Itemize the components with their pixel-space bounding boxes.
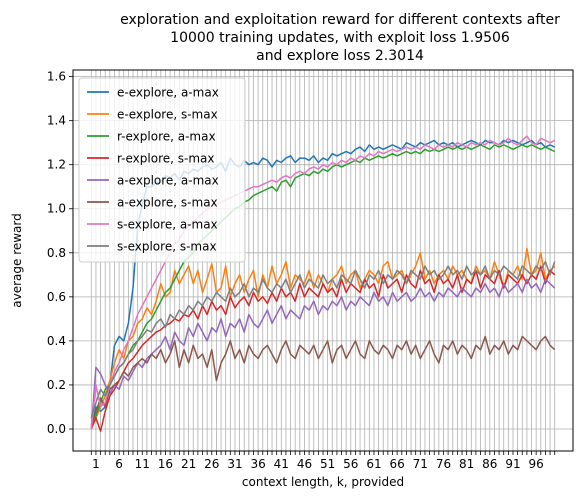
x-tick-label: 16 bbox=[158, 457, 173, 471]
x-tick-label: 21 bbox=[181, 457, 196, 471]
legend-entry: s-explore, a-max bbox=[117, 218, 218, 232]
y-tick-label: 1.0 bbox=[47, 202, 66, 216]
legend-entry: e-explore, a-max bbox=[117, 86, 219, 100]
x-tick-label: 61 bbox=[366, 457, 381, 471]
y-tick-label: 0.4 bbox=[47, 334, 66, 348]
x-axis-label: context length, k, provided bbox=[242, 475, 404, 489]
legend-entry: a-explore, a-max bbox=[117, 174, 219, 188]
x-tick-label: 91 bbox=[505, 457, 520, 471]
y-tick-label: 0.6 bbox=[47, 290, 66, 304]
x-tick-label: 81 bbox=[459, 457, 474, 471]
x-tick-label: 96 bbox=[529, 457, 544, 471]
y-tick-label: 0.2 bbox=[47, 378, 66, 392]
x-tick-label: 86 bbox=[482, 457, 497, 471]
x-tick-label: 31 bbox=[227, 457, 242, 471]
x-tick-label: 36 bbox=[250, 457, 265, 471]
x-tick-label: 56 bbox=[343, 457, 358, 471]
chart-title-line: 10000 training updates, with exploit los… bbox=[170, 30, 510, 46]
legend-entry: a-explore, s-max bbox=[117, 196, 218, 210]
y-axis-label: average reward bbox=[10, 213, 24, 308]
x-tick-label: 11 bbox=[135, 457, 150, 471]
x-tick-label: 46 bbox=[297, 457, 312, 471]
y-tick-label: 0.0 bbox=[47, 422, 66, 436]
x-tick-label: 1 bbox=[92, 457, 100, 471]
y-tick-label: 0.8 bbox=[47, 246, 66, 260]
legend-entry: e-explore, s-max bbox=[117, 108, 218, 122]
x-tick-label: 6 bbox=[115, 457, 123, 471]
y-tick-label: 1.2 bbox=[47, 158, 66, 172]
x-tick-label: 41 bbox=[274, 457, 289, 471]
legend-entry: s-explore, s-max bbox=[117, 240, 217, 254]
chart-title-line: and explore loss 2.3014 bbox=[256, 48, 424, 64]
x-tick-label: 26 bbox=[204, 457, 219, 471]
x-tick-label: 71 bbox=[413, 457, 428, 471]
x-tick-label: 51 bbox=[320, 457, 335, 471]
chart-title-line: exploration and exploitation reward for … bbox=[120, 12, 560, 28]
x-tick-label: 66 bbox=[390, 457, 405, 471]
y-tick-label: 1.6 bbox=[47, 70, 66, 84]
chart-title: exploration and exploitation reward for … bbox=[120, 12, 560, 64]
legend-entry: r-explore, s-max bbox=[117, 152, 214, 166]
legend: e-explore, a-max e-explore, s-max r-explor… bbox=[79, 78, 245, 262]
y-tick-label: 1.4 bbox=[47, 114, 66, 128]
legend-box bbox=[79, 78, 245, 262]
legend-entry: r-explore, a-max bbox=[117, 130, 216, 144]
x-tick-label: 76 bbox=[436, 457, 451, 471]
